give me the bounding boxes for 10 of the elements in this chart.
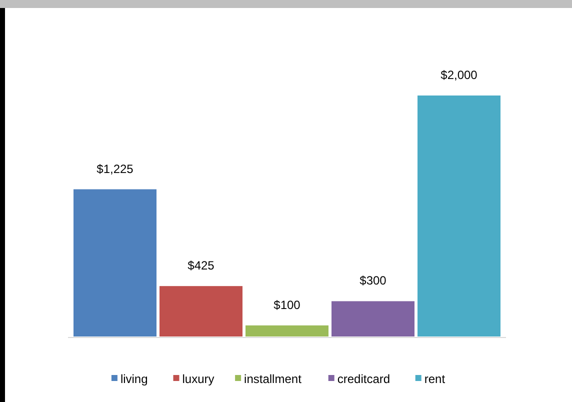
data-label: $100: [274, 298, 301, 312]
data-label: $1,225: [96, 162, 134, 176]
legend-label: luxury: [182, 372, 214, 386]
data-label: $300: [360, 274, 387, 288]
data-label: $425: [188, 258, 215, 273]
legend-label: creditcard: [337, 372, 390, 386]
data-label: $2,000: [440, 68, 478, 82]
legend-label: rent: [424, 372, 446, 386]
legend-label: living: [120, 372, 148, 386]
legend-label: installment: [244, 372, 302, 386]
